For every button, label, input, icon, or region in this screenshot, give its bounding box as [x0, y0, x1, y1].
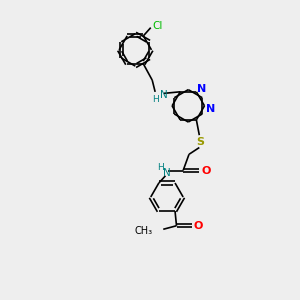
Text: O: O	[194, 221, 203, 231]
Text: N: N	[206, 104, 215, 114]
Text: N: N	[163, 168, 171, 178]
Text: N: N	[160, 90, 167, 100]
Text: H: H	[157, 163, 164, 172]
Text: S: S	[196, 136, 204, 147]
Text: N: N	[197, 85, 206, 94]
Text: H: H	[152, 95, 158, 104]
Text: Cl: Cl	[152, 21, 162, 31]
Text: CH₃: CH₃	[135, 226, 153, 236]
Text: O: O	[201, 166, 211, 176]
